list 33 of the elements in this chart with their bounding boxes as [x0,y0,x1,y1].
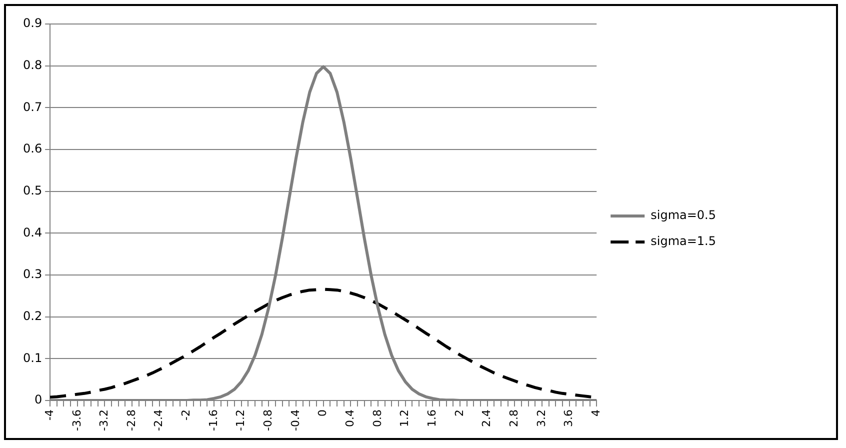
x-tick-label: -1.2 [234,410,248,432]
x-tick-label: 1.2 [398,410,412,428]
x-tick-label: -2 [180,410,193,421]
y-tick-label: 0.3 [22,267,42,282]
y-tick-label: 0.7 [22,100,42,114]
x-tick-label: 0 [316,410,330,417]
y-tick-label: 0.1 [22,350,42,365]
y-tick-label: 0.8 [22,58,42,72]
legend-label: sigma=0.5 [650,208,716,222]
x-tick-label: 2.4 [480,410,494,428]
x-tick-label: 2.8 [507,410,520,428]
legend-label: sigma=1.5 [650,234,716,248]
y-tick-label: 0.9 [22,16,42,30]
x-tick-label: 1.6 [426,410,439,428]
y-tick-label: 0.4 [22,225,42,240]
y-tick-label: 0.2 [22,308,42,323]
x-tick-label: -0.8 [262,410,275,432]
x-tick-label: 0.4 [344,410,357,428]
x-tick-label: -4 [42,410,56,421]
x-tick-label: 3.2 [534,410,548,428]
x-tick-label: -0.4 [288,410,302,432]
x-tick-label: -3.6 [70,410,84,432]
x-tick-label: -1.6 [206,410,220,432]
x-tick-label: 2 [452,410,466,417]
y-tick-label: 0 [34,392,42,407]
x-tick-label: 4 [589,410,602,417]
y-tick-label: 0.5 [22,183,42,198]
x-tick-label: -2.4 [152,410,166,432]
x-tick-label: 3.6 [562,410,576,428]
x-tick-label: -3.2 [98,410,111,432]
x-tick-label: 0.8 [370,410,384,428]
y-tick-label: 0.6 [22,142,42,156]
x-tick-label: -2.8 [124,410,138,432]
